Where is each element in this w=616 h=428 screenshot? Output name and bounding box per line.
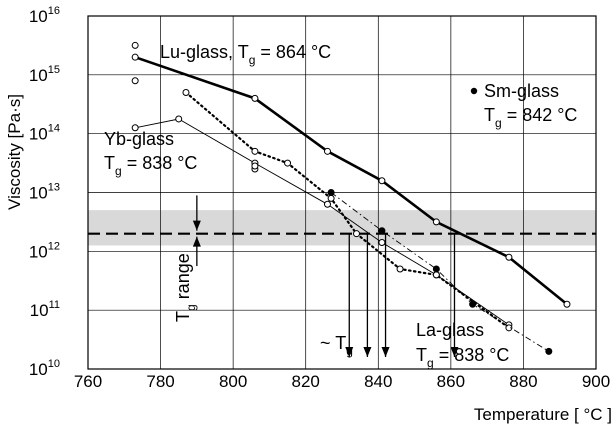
x-tick-label: 880 bbox=[509, 372, 537, 391]
data-point-la-glass bbox=[182, 88, 190, 96]
data-point-la-glass bbox=[432, 271, 440, 279]
y-tick-label: 1016 bbox=[29, 5, 60, 26]
data-point-lu-glass bbox=[251, 94, 259, 102]
data-point-lu-glass bbox=[131, 53, 139, 61]
x-tick-label: 800 bbox=[219, 372, 247, 391]
data-point-lu-glass bbox=[131, 41, 139, 49]
data-point-la-glass bbox=[284, 159, 292, 167]
annotation-yb-glass-tg: Tg = 838 °C bbox=[104, 153, 197, 178]
data-point-la-glass bbox=[327, 194, 335, 202]
arrow-layer bbox=[192, 195, 459, 357]
data-point-yb-glass bbox=[323, 200, 331, 208]
annotation-yb-glass: Yb-glass bbox=[104, 129, 174, 149]
annotation-la-glass: La-glass bbox=[416, 320, 484, 340]
data-point-lu-glass bbox=[131, 77, 139, 85]
data-point-sm-glass bbox=[378, 227, 386, 235]
series-layer bbox=[131, 41, 571, 355]
tg-band-layer bbox=[88, 210, 596, 246]
y-tick-label: 1014 bbox=[29, 123, 60, 144]
tg-arrow-head bbox=[381, 347, 390, 357]
data-point-lu-glass bbox=[563, 300, 571, 308]
tg-range-band bbox=[88, 210, 596, 246]
annotation-tg-approx: ~ Tg bbox=[320, 333, 353, 358]
data-point-sm-glass bbox=[432, 265, 440, 273]
series-line-la-glass bbox=[184, 91, 510, 329]
x-tick-label: 780 bbox=[146, 372, 174, 391]
data-point-sm-glass bbox=[327, 189, 335, 196]
y-tick-label: 1010 bbox=[29, 358, 60, 379]
tg-range-arrow-up-head bbox=[192, 236, 201, 247]
y-axis-label: Viscosity [Pa·s] bbox=[5, 94, 24, 210]
data-point-yb-glass bbox=[251, 162, 259, 170]
data-point-yb-glass bbox=[131, 124, 139, 132]
data-point-lu-glass bbox=[505, 253, 513, 261]
annotation-sm-glass: Sm-glass bbox=[484, 81, 559, 101]
data-point-yb-glass bbox=[175, 115, 183, 123]
y-tick-label: 1011 bbox=[30, 299, 60, 320]
annotation-la-glass-tg: Tg = 838 °C bbox=[416, 345, 509, 370]
tg-arrow-head bbox=[363, 347, 372, 357]
data-point-la-glass bbox=[505, 324, 513, 332]
x-tick-label: 820 bbox=[292, 372, 320, 391]
x-tick-label: 760 bbox=[74, 372, 102, 391]
annotation-sm-glass-tg: Tg = 842 °C bbox=[484, 105, 577, 130]
x-tick-label: 900 bbox=[582, 372, 610, 391]
x-axis-label: Temperature [ °C ] bbox=[474, 405, 612, 424]
data-point-la-glass bbox=[251, 147, 259, 155]
data-point-lu-glass bbox=[323, 147, 331, 155]
data-point-yb-glass bbox=[378, 239, 386, 247]
y-tick-label: 1013 bbox=[29, 182, 60, 203]
data-point-lu-glass bbox=[432, 218, 440, 226]
data-point-lu-glass bbox=[378, 177, 386, 185]
grid-layer bbox=[87, 15, 597, 370]
tg-range-arrow-down-head bbox=[192, 220, 201, 231]
y-tick-label: 1015 bbox=[29, 64, 60, 85]
series-line-sm-glass bbox=[330, 192, 550, 352]
y-tick-label: 1012 bbox=[29, 240, 60, 261]
data-point-la-glass bbox=[396, 265, 404, 273]
annotation-tg-range: Tg range bbox=[173, 253, 198, 322]
tg-arrow-head bbox=[450, 347, 459, 357]
x-tick-label: 840 bbox=[364, 372, 392, 391]
plot-frame bbox=[87, 15, 597, 370]
tg-arrow-head bbox=[345, 347, 354, 357]
annotation-sm-glass-marker bbox=[470, 87, 478, 95]
axis-layer: 760 780 800 820 840 860 880 900 1010 1011 1012 1013… bbox=[29, 5, 610, 391]
data-point-sm-glass bbox=[469, 300, 477, 308]
x-tick-label: 860 bbox=[437, 372, 465, 391]
data-point-sm-glass bbox=[545, 347, 553, 355]
annotation-lu-glass: Lu-glass, Tg = 864 °C bbox=[160, 42, 331, 67]
data-point-la-glass bbox=[353, 230, 361, 238]
